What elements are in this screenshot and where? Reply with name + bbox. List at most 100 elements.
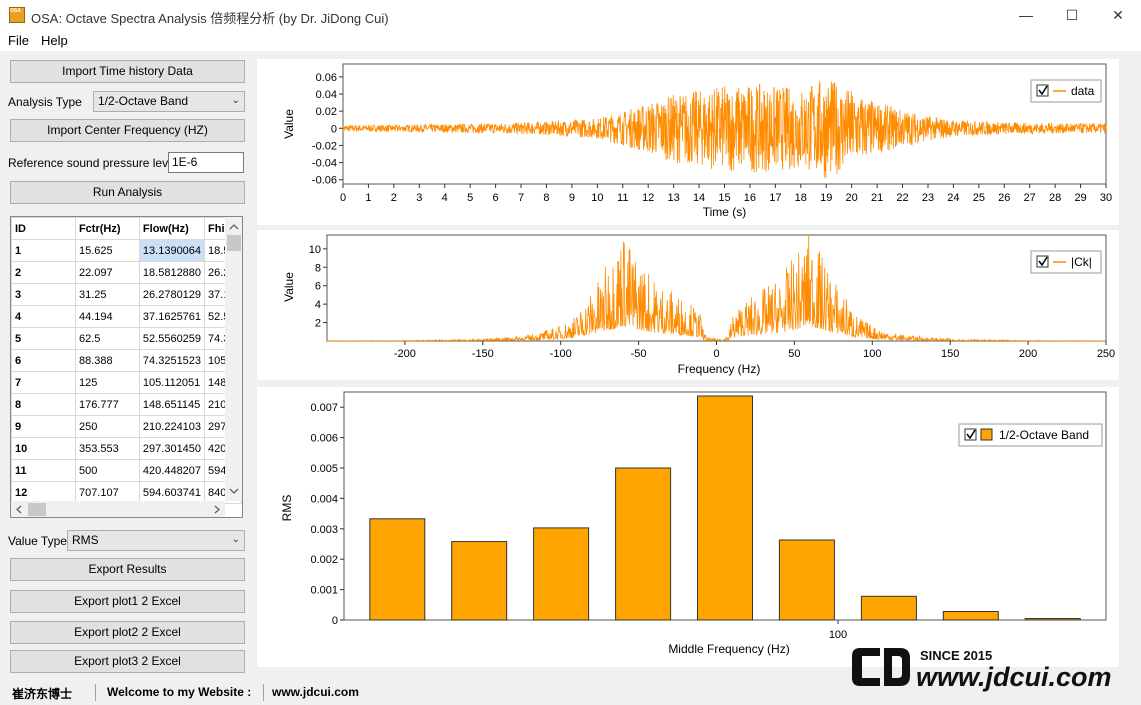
import-time-history-button[interactable]: Import Time history Data [10,60,245,83]
status-separator [263,684,264,701]
octave-band-bar [369,518,426,621]
cell-id[interactable]: 4 [11,305,76,328]
value-type-select[interactable]: RMS ⌄ [67,530,245,551]
cell-flow[interactable]: 148.651145 [138,393,206,416]
x-tick-label: 16 [744,192,756,204]
cell-fctr[interactable]: 62.5 [74,327,140,350]
cell-flow[interactable]: 74.3251523 [138,349,206,372]
cell-fctr[interactable]: 31.25 [74,283,140,306]
legend-checkbox [964,428,977,441]
cell-id[interactable]: 6 [11,349,76,372]
export-plot1-button[interactable]: Export plot1 2 Excel [10,590,245,613]
cell-fctr[interactable]: 500 [74,459,140,482]
import-center-frequency-button[interactable]: Import Center Frequency (HZ) [10,119,245,142]
cell-id[interactable]: 10 [11,437,76,460]
cell-flow[interactable]: 52.5560259 [138,327,206,350]
column-header-id[interactable]: ID [11,217,76,240]
menu-file[interactable]: File [8,33,29,48]
table-row[interactable]: 10 353.553 297.301450 420 [11,437,242,460]
logo-d-mark [884,648,910,686]
y-tick-label: 0.002 [310,554,338,566]
y-tick-label: 0.006 [310,433,338,445]
octave-band-bar [451,541,508,621]
cell-fctr[interactable]: 15.625 [74,239,140,262]
cell-id[interactable]: 2 [11,261,76,284]
cell-flow[interactable]: 420.448207 [138,459,206,482]
octave-band-chart-panel: 0.007 0.006 0.005 0.004 0.003 0.002 0.001 0 100 M… [257,387,1119,667]
run-analysis-button[interactable]: Run Analysis [10,181,245,204]
cell-fctr[interactable]: 125 [74,371,140,394]
cell-id[interactable]: 5 [11,327,76,350]
x-tick-label: 12 [642,192,654,204]
chevron-down-icon: ⌄ [231,95,240,106]
cell-id[interactable]: 7 [11,371,76,394]
table-row[interactable]: 7 125 105.112051 148 [11,371,242,394]
x-tick-label: -50 [631,348,647,360]
table-vertical-scrollbar[interactable] [225,217,242,501]
octave-band-bar [615,467,672,621]
scroll-thumb[interactable] [227,235,241,251]
cell-fctr[interactable]: 176.777 [74,393,140,416]
cell-fctr[interactable]: 22.097 [74,261,140,284]
x-tick-label: 25 [973,192,985,204]
export-plot2-button[interactable]: Export plot2 2 Excel [10,621,245,644]
column-header-fctr[interactable]: Fctr(Hz) [74,217,140,240]
cell-id[interactable]: 11 [11,459,76,482]
cell-id[interactable]: 8 [11,393,76,416]
reference-pressure-label: Reference sound pressure level [8,156,178,170]
cell-flow[interactable]: 210.224103 [138,415,206,438]
horizontal-scroll-thumb[interactable] [28,503,46,516]
scroll-left-icon[interactable] [16,505,22,514]
cell-flow[interactable]: 297.301450 [138,437,206,460]
cell-id[interactable]: 9 [11,415,76,438]
table-row[interactable]: 8 176.777 148.651145 210 [11,393,242,416]
table-row[interactable]: 1 15.625 13.1390064 18.5 [11,239,242,262]
scroll-right-icon[interactable] [214,505,220,514]
scroll-down-icon[interactable] [229,488,239,494]
cell-flow[interactable]: 105.112051 [138,371,206,394]
cell-fctr[interactable]: 88.388 [74,349,140,372]
time-history-chart[interactable]: 0.060.040.020-0.02-0.04-0.060 1 2 3 4 5 6 7 8 9 10… [257,59,1119,225]
close-button[interactable]: ✕ [1112,7,1124,23]
cell-id[interactable]: 1 [11,239,76,262]
cell-flow[interactable]: 13.1390064 [138,239,206,262]
center-frequency-table[interactable]: ID Fctr(Hz) Flow(Hz) Fhigh 1 15.625 13.139… [10,216,243,518]
export-results-button[interactable]: Export Results [10,558,245,581]
export-plot3-button[interactable]: Export plot3 2 Excel [10,650,245,673]
octave-band-chart[interactable]: 0.007 0.006 0.005 0.004 0.003 0.002 0.001 0 100 M… [257,387,1119,667]
table-row[interactable]: 5 62.5 52.5560259 74.3 [11,327,242,350]
cell-id[interactable]: 3 [11,283,76,306]
table-row[interactable]: 3 31.25 26.2780129 37.1 [11,283,242,306]
x-tick-label: 22 [896,192,908,204]
status-website-link[interactable]: www.jdcui.com [272,685,359,699]
cell-fctr[interactable]: 250 [74,415,140,438]
cell-flow[interactable]: 18.5812880 [138,261,206,284]
table-row[interactable]: 4 44.194 37.1625761 52.5 [11,305,242,328]
column-header-flow[interactable]: Flow(Hz) [138,217,206,240]
table-row[interactable]: 6 88.388 74.3251523 105 [11,349,242,372]
menu-help[interactable]: Help [41,33,68,48]
y-tick-label: 0 [331,123,337,135]
maximize-button[interactable]: ☐ [1065,7,1079,23]
reference-pressure-input[interactable]: 1E-6 [168,152,244,173]
spectrum-chart-panel: 10 8 6 4 2 -200 -150 -100 -50 0 50 100 150 200 250 Freq… [257,230,1119,380]
x-tick-label: -150 [472,348,494,360]
status-separator [95,684,96,701]
table-row[interactable]: 9 250 210.224103 297 [11,415,242,438]
x-tick-label: 27 [1024,192,1036,204]
table-row[interactable]: 2 22.097 18.5812880 26.2 [11,261,242,284]
minimize-button[interactable]: — [1019,7,1033,23]
analysis-type-select[interactable]: 1/2-Octave Band ⌄ [93,91,245,112]
cell-flow[interactable]: 594.603741 [138,481,206,504]
table-horizontal-scrollbar[interactable] [11,501,225,517]
cell-fctr[interactable]: 44.194 [74,305,140,328]
cell-flow[interactable]: 26.2780129 [138,283,206,306]
scroll-up-icon[interactable] [229,224,239,230]
spectrum-chart[interactable]: 10 8 6 4 2 -200 -150 -100 -50 0 50 100 150 200 250 Freq… [257,230,1119,380]
table-row[interactable]: 11 500 420.448207 594 [11,459,242,482]
frequency-table: ID Fctr(Hz) Flow(Hz) Fhigh 1 15.625 13.139… [11,217,242,504]
cell-flow[interactable]: 37.1625761 [138,305,206,328]
x-tick-label: 100 [829,629,847,641]
status-bar: 崔济东博士 Welcome to my Website : www.jdcui.… [0,681,1141,705]
cell-fctr[interactable]: 353.553 [74,437,140,460]
